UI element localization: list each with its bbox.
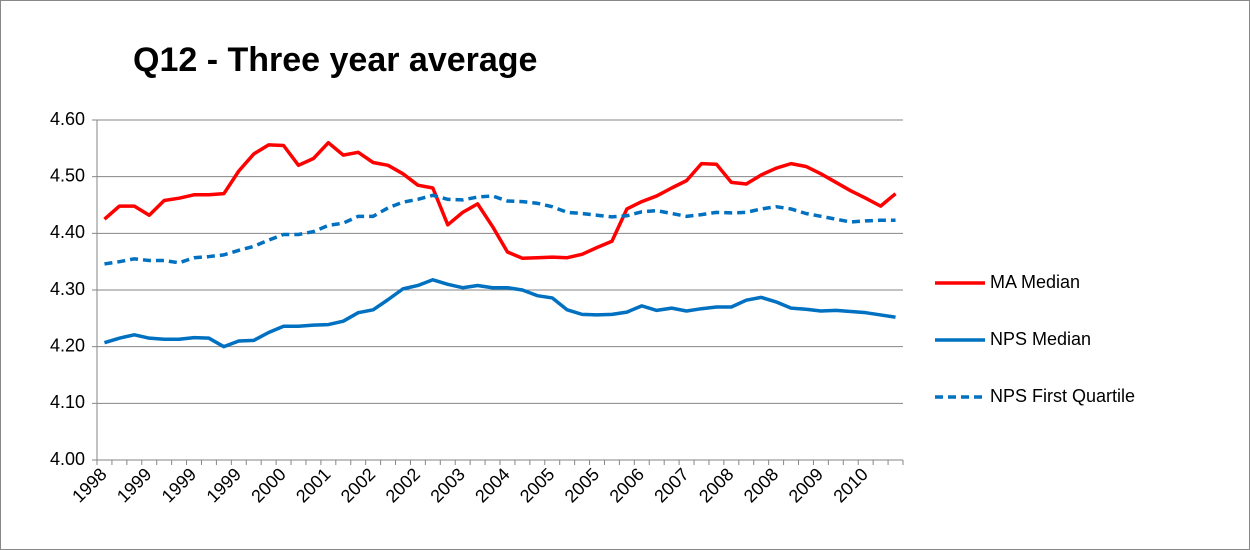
legend-label: NPS Median (990, 329, 1091, 349)
chart-title: Q12 - Three year average (133, 41, 537, 79)
y-tick-label: 4.20 (50, 335, 85, 355)
y-tick-label: 4.60 (50, 109, 85, 129)
legend-label: MA Median (990, 272, 1080, 292)
series-line (103, 278, 896, 349)
y-tick-label: 4.10 (50, 392, 85, 412)
legend-label: NPS First Quartile (990, 386, 1135, 406)
series-line (104, 193, 896, 266)
y-tick-label: 4.40 (50, 222, 85, 242)
y-tick-label: 4.00 (50, 449, 85, 469)
series-line (103, 140, 897, 261)
y-tick-label: 4.30 (50, 279, 85, 299)
y-tick-label: 4.50 (50, 165, 85, 185)
